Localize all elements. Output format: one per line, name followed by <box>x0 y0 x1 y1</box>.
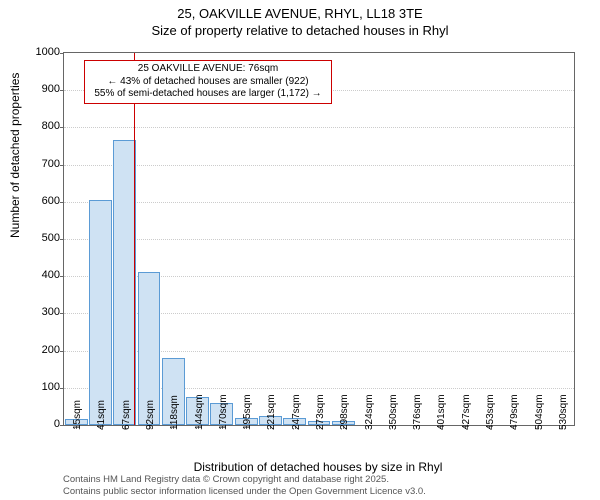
ytick-mark <box>60 53 64 54</box>
annotation-line2: ← 43% of detached houses are smaller (92… <box>89 76 327 89</box>
ytick-mark <box>60 90 64 91</box>
ytick-mark <box>60 202 64 203</box>
attribution-line1: Contains HM Land Registry data © Crown c… <box>63 474 426 486</box>
ytick-label: 400 <box>24 269 60 281</box>
ytick-label: 200 <box>24 344 60 356</box>
ytick-mark <box>60 239 64 240</box>
ytick-mark <box>60 351 64 352</box>
gridline <box>64 202 574 203</box>
ytick-mark <box>60 127 64 128</box>
attribution-text: Contains HM Land Registry data © Crown c… <box>63 474 426 498</box>
page-title-line2: Size of property relative to detached ho… <box>0 23 600 40</box>
ytick-label: 500 <box>24 232 60 244</box>
ytick-mark <box>60 165 64 166</box>
histogram-bar <box>113 140 136 425</box>
ytick-mark <box>60 425 64 426</box>
annotation-line1: 25 OAKVILLE AVENUE: 76sqm <box>89 63 327 76</box>
ytick-label: 1000 <box>24 46 60 58</box>
gridline <box>64 239 574 240</box>
y-axis-label: Number of detached properties <box>8 73 22 238</box>
ytick-label: 600 <box>24 195 60 207</box>
annotation-line3: 55% of semi-detached houses are larger (… <box>89 88 327 101</box>
x-axis-label: Distribution of detached houses by size … <box>63 460 573 474</box>
ytick-mark <box>60 313 64 314</box>
gridline <box>64 165 574 166</box>
ytick-label: 300 <box>24 306 60 318</box>
histogram-bar <box>89 200 112 425</box>
ytick-label: 700 <box>24 158 60 170</box>
ytick-mark <box>60 276 64 277</box>
histogram-plot <box>63 52 575 426</box>
ytick-label: 900 <box>24 83 60 95</box>
gridline <box>64 127 574 128</box>
page-title-line1: 25, OAKVILLE AVENUE, RHYL, LL18 3TE <box>0 6 600 23</box>
ytick-label: 800 <box>24 120 60 132</box>
ytick-label: 100 <box>24 381 60 393</box>
property-annotation-box: 25 OAKVILLE AVENUE: 76sqm ← 43% of detac… <box>84 60 332 104</box>
ytick-mark <box>60 388 64 389</box>
property-marker-line <box>134 53 135 425</box>
attribution-line2: Contains public sector information licen… <box>63 486 426 498</box>
ytick-label: 0 <box>24 418 60 430</box>
